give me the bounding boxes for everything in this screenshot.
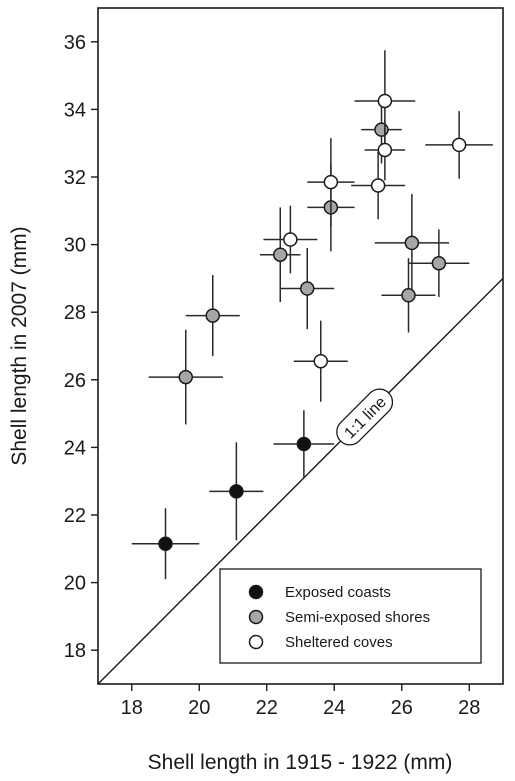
point-marker: [401, 288, 416, 303]
legend: Exposed coasts Semi-exposed shores Shelter…: [219, 568, 482, 664]
data-point: [307, 138, 355, 227]
x-axis-title: Shell length in 1915 - 1922 (mm): [148, 751, 453, 774]
legend-marker: [248, 634, 264, 650]
point-marker: [229, 484, 244, 499]
ticks-layer: 18 20 22 24 26 28 18 20 22 24 26 28 30 32 34 36: [64, 32, 481, 719]
legend-label: Exposed coasts: [285, 584, 391, 601]
data-point: [293, 320, 348, 402]
y-tick-label: 30: [64, 235, 86, 257]
data-point: [263, 205, 318, 274]
data-point: [408, 229, 470, 297]
data-point: [273, 410, 335, 478]
point-marker: [404, 235, 420, 251]
point-marker: [296, 436, 312, 452]
point-marker: [451, 137, 467, 153]
data-point: [374, 193, 449, 292]
data-point: [351, 151, 406, 220]
y-tick-label: 22: [64, 505, 86, 527]
y-axis-title: Shell length in 2007 (mm): [8, 226, 31, 465]
data-point: [354, 50, 416, 152]
point-marker: [273, 247, 288, 262]
y-tick-label: 24: [64, 437, 86, 459]
y-tick-label: 18: [64, 640, 86, 662]
point-marker: [431, 255, 447, 271]
point-marker: [370, 178, 386, 193]
point-marker: [283, 232, 298, 247]
data-point: [364, 119, 406, 181]
legend-label: Semi-exposed shores: [285, 609, 430, 626]
y-tick-label: 26: [64, 370, 86, 392]
data-point: [260, 207, 301, 303]
data-point: [209, 442, 264, 541]
data-point: [381, 258, 436, 333]
x-tick-label: 18: [121, 697, 143, 719]
one-to-one-label-group: 1:1 line: [336, 388, 394, 446]
one-to-one-line: [97, 277, 504, 685]
data-point: [425, 111, 493, 179]
point-marker: [205, 308, 220, 323]
point-marker: [323, 174, 339, 190]
y-tick-label: 36: [64, 32, 86, 54]
y-tick-label: 20: [64, 573, 86, 595]
point-marker: [300, 281, 315, 296]
x-tick-label: 24: [323, 697, 345, 719]
legend-marker: [248, 584, 264, 600]
data-point: [148, 329, 223, 425]
x-tick-label: 28: [458, 697, 480, 719]
point-marker: [158, 536, 173, 551]
x-tick-label: 26: [391, 697, 413, 719]
point-marker: [377, 142, 393, 158]
legend-box: [219, 568, 482, 664]
points-layer: [131, 50, 493, 580]
y-tick-label: 28: [64, 302, 86, 324]
y-tick-label: 32: [64, 167, 86, 189]
data-point: [131, 508, 200, 580]
legend-marker: [248, 609, 264, 625]
point-marker: [377, 93, 393, 109]
point-marker: [374, 122, 389, 137]
plot-frame: [97, 7, 504, 685]
point-marker: [178, 369, 193, 385]
y-tick-label: 34: [64, 99, 86, 121]
data-point: [185, 275, 240, 357]
point-marker: [313, 353, 328, 369]
x-tick-label: 20: [188, 697, 210, 719]
x-tick-label: 22: [256, 697, 278, 719]
reference-line-layer: 1:1 line: [97, 277, 504, 685]
legend-label: Sheltered coves: [285, 634, 393, 651]
data-point: [280, 247, 335, 330]
one-to-one-label-box: [336, 388, 394, 446]
